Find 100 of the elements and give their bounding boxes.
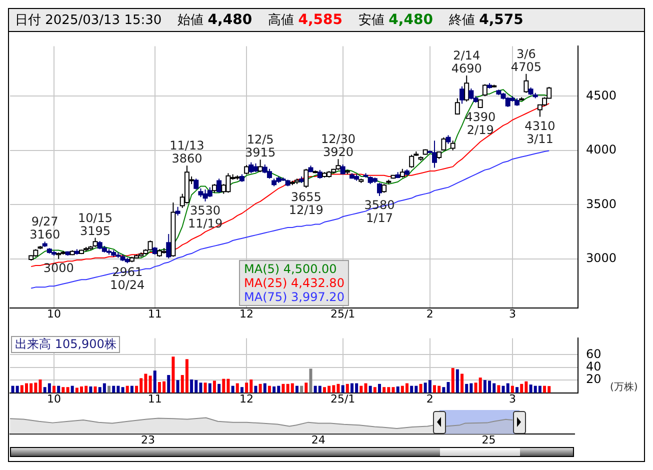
bar: [373, 387, 376, 393]
text: 日付 2025/03/13 15:30: [15, 13, 162, 28]
bar: [102, 383, 106, 393]
candlestick: [166, 233, 172, 259]
candlestick: [248, 162, 254, 174]
bar: [66, 387, 70, 393]
bar: [57, 386, 60, 393]
bar: [318, 386, 322, 393]
annotation: 3/6 4705: [510, 46, 542, 74]
bar: [204, 382, 207, 393]
bar: [368, 386, 372, 393]
annotation: 3000: [43, 260, 74, 275]
x-tick-label: 25: [482, 433, 496, 446]
x-tick-label: 3: [508, 392, 516, 406]
text: MA(5) 4,500.00: [244, 262, 338, 276]
y-axis-title: (万株): [610, 382, 638, 393]
bar: [130, 386, 134, 393]
bar: [52, 386, 56, 393]
text: 始値 4,480: [178, 12, 252, 28]
bar: [497, 385, 500, 393]
bar: [396, 386, 400, 393]
candlestick: [258, 159, 263, 173]
y-tick-label: 4000: [586, 142, 617, 157]
bar: [240, 387, 244, 393]
bar: [112, 386, 116, 393]
bar: [516, 387, 519, 393]
bar: [153, 370, 156, 393]
y-tick-label: 3500: [586, 196, 617, 211]
bar: [258, 384, 262, 393]
x-tick-label: 24: [311, 433, 326, 446]
bar: [478, 378, 482, 393]
x-tick-label: 25/1: [330, 307, 356, 320]
bar: [254, 386, 258, 393]
bar: [309, 368, 312, 393]
bar: [442, 387, 446, 393]
bar: [38, 379, 42, 393]
candlestick: [450, 140, 456, 151]
bar: [268, 386, 271, 393]
bar: [510, 386, 514, 393]
bar: [304, 382, 308, 393]
candlestick: [409, 154, 414, 168]
annotation: 12/30 3920: [320, 132, 356, 160]
bar: [382, 387, 386, 393]
bar: [70, 386, 74, 393]
bar: [48, 383, 51, 393]
bar: [231, 386, 234, 393]
text: 終値 4,575: [448, 12, 524, 28]
bar: [263, 383, 266, 393]
bar: [410, 386, 414, 393]
text: MA(25) 4,432.80: [244, 276, 344, 290]
bar: [346, 384, 349, 393]
bar: [341, 385, 344, 393]
candlestick: [460, 86, 465, 104]
candlestick: [148, 240, 153, 251]
bar: [378, 384, 381, 393]
candlestick: [304, 168, 309, 188]
candlestick: [216, 178, 222, 194]
candlestick: [92, 237, 98, 248]
annotation: 11/13 3860: [170, 138, 204, 166]
candlestick: [266, 168, 272, 180]
bar: [290, 383, 294, 393]
bar: [94, 386, 97, 393]
x-tick-label: 10: [47, 392, 62, 406]
bar: [190, 379, 194, 393]
bar: [506, 383, 510, 393]
candlestick: [464, 75, 470, 102]
bar: [538, 386, 542, 393]
bar: [16, 386, 19, 393]
candlestick: [524, 73, 529, 94]
bar: [176, 380, 180, 393]
bar: [433, 385, 436, 393]
x-tick-label: 2: [426, 307, 434, 320]
bar: [222, 378, 226, 393]
bar: [300, 386, 304, 393]
text: 高値 4,585: [268, 12, 343, 28]
candlestick: [340, 164, 346, 175]
candlestick: [207, 186, 212, 198]
bar: [167, 375, 170, 393]
annotation: 2/14 4690: [451, 48, 482, 76]
annotation: 12/5 3915: [245, 132, 276, 160]
text: 安値 4,480: [358, 12, 433, 28]
y-tick-label: 60: [586, 346, 602, 361]
annotation: 10/15 3195: [78, 210, 113, 238]
bar: [543, 386, 546, 393]
bar: [428, 380, 432, 393]
bar: [89, 386, 92, 393]
bar: [185, 359, 188, 393]
bar: [520, 384, 524, 393]
y-tick-label: 20: [586, 372, 602, 386]
y-tick-label: 40: [586, 360, 602, 374]
bar: [212, 380, 216, 393]
bar: [126, 386, 129, 393]
x-tick-label: 23: [141, 433, 156, 446]
bar: [460, 374, 464, 393]
bar: [208, 383, 212, 393]
bar: [172, 356, 175, 393]
y-tick-label: 3000: [586, 251, 617, 266]
chart-title: 出来高 105,900株: [11, 336, 120, 354]
annotation: 4390 2/19: [465, 110, 496, 138]
candlestick: [454, 98, 460, 116]
